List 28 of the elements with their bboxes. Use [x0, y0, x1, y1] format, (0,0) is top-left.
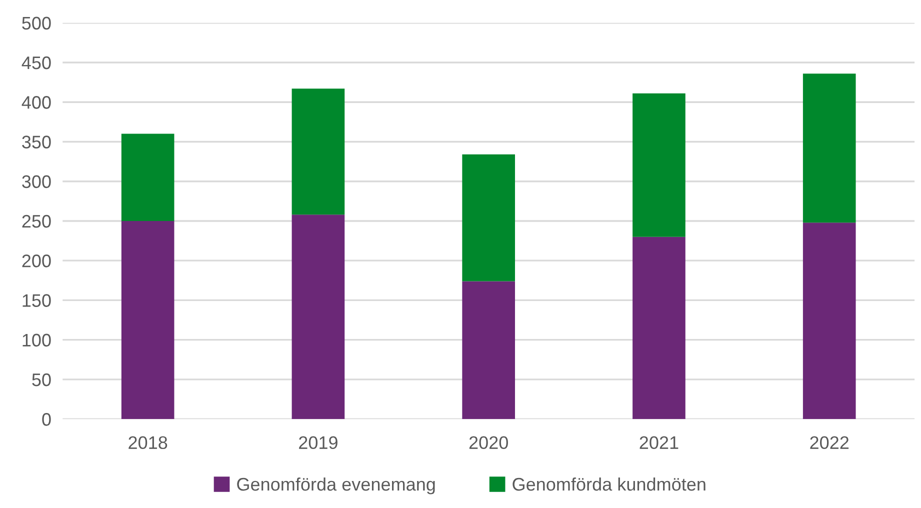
y-tick-label: 50: [32, 373, 51, 386]
y-tick-label: 0: [42, 413, 51, 426]
bar: [802, 222, 856, 420]
y-tick-label: 200: [22, 254, 51, 268]
y-tick-label: 350: [22, 136, 51, 148]
bar: [802, 74, 856, 223]
x-tick-label: 2018: [128, 436, 168, 450]
bar: [632, 93, 686, 237]
x-tick-label: 2022: [810, 436, 849, 450]
bar: [292, 88, 345, 215]
legend-label: Genomförda evenemang: [237, 477, 435, 494]
bar: [121, 220, 174, 420]
x-tick-label: 2019: [299, 436, 338, 450]
bar: [292, 214, 345, 420]
bar: [632, 236, 686, 420]
bar: [462, 281, 515, 420]
y-tick-label: 500: [22, 16, 51, 30]
y-tick-label: 100: [22, 334, 51, 347]
y-tick-label: 400: [22, 96, 51, 109]
x-tick-label: 2021: [640, 436, 678, 450]
bar: [462, 154, 515, 282]
y-tick-label: 300: [22, 175, 51, 188]
y-tick-label: 150: [22, 294, 51, 307]
bar: [121, 134, 174, 221]
y-tick-label: 250: [22, 214, 51, 228]
x-tick-label: 2020: [469, 436, 508, 450]
legend-label: Genomförda kundmöten: [512, 477, 706, 491]
y-tick-label: 450: [22, 56, 51, 70]
